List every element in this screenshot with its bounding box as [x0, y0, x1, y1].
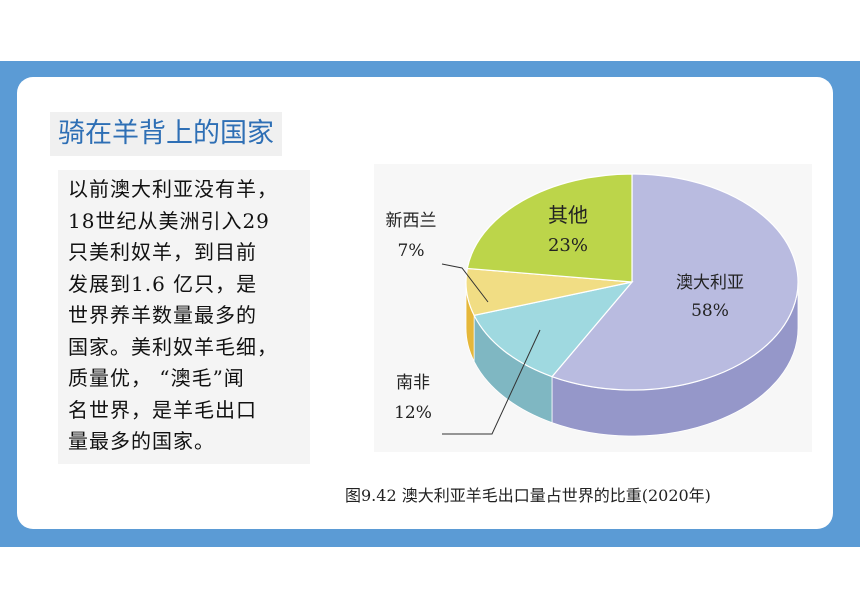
- paragraph-line: 国家。美利奴羊毛细，: [68, 334, 278, 359]
- figure-caption: 图9.42 澳大利亚羊毛出口量占世界的比重(2020年): [345, 486, 711, 505]
- pie-slice: [473, 281, 634, 378]
- leader-line-south-africa: [442, 329, 541, 435]
- pie-slice: [466, 173, 633, 283]
- slice-name-label: 南非: [396, 373, 430, 393]
- body-paragraph: 以前澳大利亚没有羊， 18世纪从美洲引入29 只美利奴羊，到目前 发展到1.6 …: [58, 170, 310, 464]
- slide-title: 骑在羊背上的国家: [50, 112, 282, 156]
- paragraph-line: 只美利奴羊，到目前: [68, 240, 257, 264]
- pie-slice: [551, 173, 799, 391]
- paragraph-line: 质量优， “澳毛”闻: [68, 366, 245, 390]
- paragraph-line: 量最多的国家。: [68, 429, 215, 453]
- slice-name-label: 新西兰: [386, 211, 437, 231]
- slice-name-label: 澳大利亚: [676, 273, 744, 293]
- paragraph-line: 世界养羊数量最多的: [68, 303, 257, 327]
- slice-value-label: 23%: [548, 235, 588, 256]
- paragraph-line: 发展到1.6 亿只，是: [68, 271, 258, 296]
- leader-line-new-zealand: [441, 263, 489, 303]
- slice-value-label: 12%: [394, 403, 432, 423]
- paragraph-line: 以前澳大利亚没有羊，: [68, 177, 278, 201]
- paragraph-line: 名世界，是羊毛出口: [68, 397, 257, 422]
- slice-value-label: 7%: [398, 241, 425, 261]
- slice-name-label: 其他: [548, 203, 588, 227]
- slice-value-label: 58%: [691, 301, 729, 321]
- paragraph-line: 18世纪从美洲引入29: [68, 208, 270, 233]
- pie-chart: 澳大利亚 58% 南非 12% 新西兰 7% 其他 23%: [386, 173, 799, 437]
